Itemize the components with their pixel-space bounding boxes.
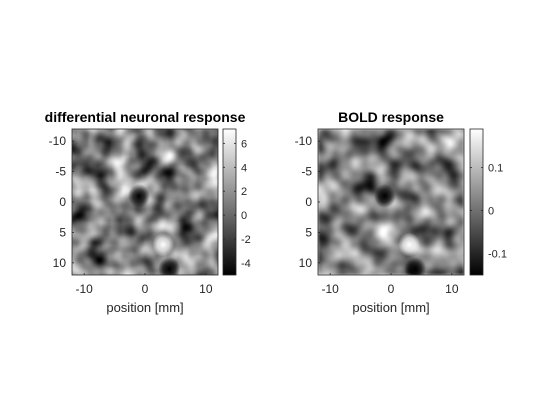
y-axis-ticks: -10 -5 0 5 10 xyxy=(49,134,74,270)
colorbar-tick-label: 4 xyxy=(241,162,247,174)
x-tick-label: 0 xyxy=(388,282,395,296)
heatmap-trough xyxy=(127,183,150,208)
bold-response-panel: BOLD response -10 0 10 -10 -5 0 5 10 position … xyxy=(295,109,507,315)
y-tick-label: 0 xyxy=(59,195,66,209)
colorbar-tick-label: 0 xyxy=(241,210,247,222)
y-tick-label: 0 xyxy=(305,195,312,209)
chart-title: BOLD response xyxy=(338,109,444,125)
colorbar-tick-label: 2 xyxy=(241,186,247,198)
x-tick-label: 0 xyxy=(142,282,149,296)
colorbar-ticks: -0.1 0 0.1 xyxy=(470,163,507,261)
colorbar-tick-label: -0.1 xyxy=(488,249,507,261)
colorbar-tick-label: -4 xyxy=(241,258,251,270)
colorbar: -0.1 0 0.1 xyxy=(469,128,507,276)
y-tick-label: -10 xyxy=(49,134,67,148)
neuronal-response-panel: differential neuronal response -10 0 10 -1… xyxy=(45,109,251,315)
heatmap-peak xyxy=(398,232,421,257)
x-tick-label: -10 xyxy=(321,282,339,296)
heatmap-features xyxy=(373,183,427,275)
y-tick-label: 5 xyxy=(305,225,312,239)
heatmap-peak xyxy=(152,232,175,257)
y-tick-label: -5 xyxy=(301,165,312,179)
heatmap-features xyxy=(127,183,181,275)
colorbar-tick-label: 6 xyxy=(241,138,247,150)
colorbar-ticks: -4 -2 0 2 4 6 xyxy=(223,138,251,270)
y-tick-label: -5 xyxy=(55,165,66,179)
y-axis-ticks: -10 -5 0 5 10 xyxy=(295,134,320,270)
x-tick-label: -10 xyxy=(75,282,93,296)
x-axis-label: position [mm] xyxy=(106,300,183,315)
colorbar: -4 -2 0 2 4 6 xyxy=(222,128,251,276)
y-tick-label: 10 xyxy=(299,256,313,270)
y-tick-label: 10 xyxy=(53,256,67,270)
x-tick-label: 10 xyxy=(199,282,213,296)
y-tick-label: 5 xyxy=(59,225,66,239)
x-tick-label: 10 xyxy=(445,282,459,296)
heatmap-trough xyxy=(373,183,396,208)
colorbar-tick-label: 0.1 xyxy=(488,163,503,175)
chart-title: differential neuronal response xyxy=(45,109,246,125)
colorbar-tick-label: -2 xyxy=(241,234,251,246)
colorbar-tick-label: 0 xyxy=(488,206,494,218)
x-axis-ticks: -10 0 10 xyxy=(321,273,459,296)
heatmap-trough xyxy=(158,256,181,275)
x-axis-label: position [mm] xyxy=(352,300,429,315)
heatmap-trough xyxy=(404,256,427,275)
x-axis-ticks: -10 0 10 xyxy=(75,273,213,296)
y-tick-label: -10 xyxy=(295,134,313,148)
